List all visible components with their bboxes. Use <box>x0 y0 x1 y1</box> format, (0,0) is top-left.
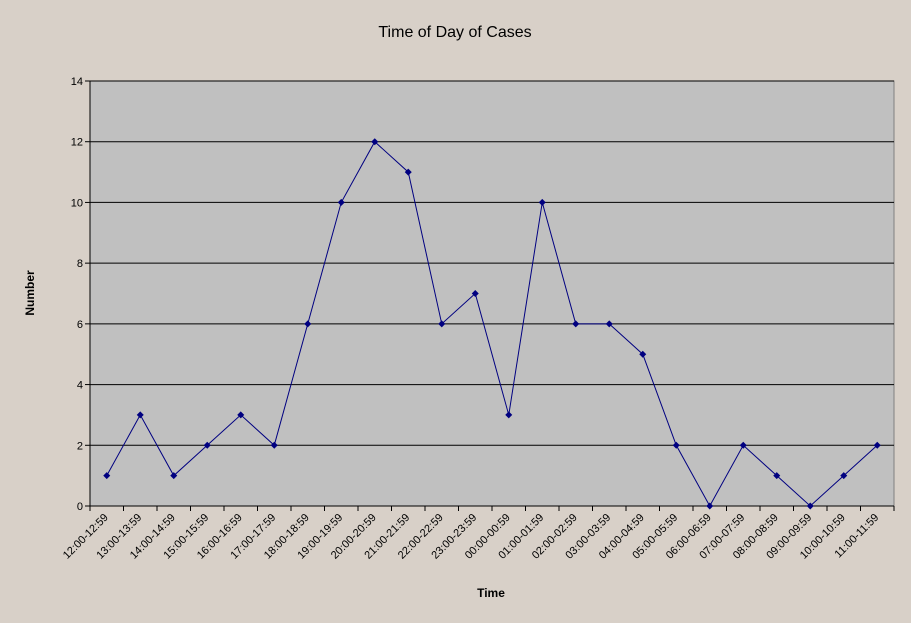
y-axis-ticks: 0 2 4 6 8 10 12 14 <box>71 76 90 513</box>
y-tick-label: 6 <box>77 319 83 331</box>
data-point <box>538 198 546 206</box>
data-point <box>304 320 312 328</box>
y-tick-label: 10 <box>71 197 83 209</box>
y-tick-label: 0 <box>77 501 83 513</box>
x-axis-ticks: 12:00-12:5913:00-13:5914:00-14:5915:00-1… <box>61 506 895 562</box>
y-axis-title: Number <box>23 270 37 316</box>
data-point <box>672 441 680 449</box>
data-point <box>773 472 781 480</box>
y-tick-label: 4 <box>77 380 83 392</box>
plot-area <box>89 80 895 507</box>
data-point <box>471 290 479 297</box>
x-axis-title: Time <box>477 586 505 600</box>
data-point <box>438 320 446 328</box>
data-point <box>505 411 513 419</box>
chart-title: Time of Day of Cases <box>378 24 531 41</box>
data-point <box>170 472 178 480</box>
data-point <box>739 441 747 449</box>
data-point <box>371 138 379 146</box>
data-point <box>103 472 111 480</box>
series-markers <box>103 138 881 510</box>
data-point <box>572 320 580 328</box>
data-point <box>840 472 848 480</box>
data-point <box>237 411 245 419</box>
y-tick-label: 14 <box>71 76 83 88</box>
data-point <box>136 411 144 419</box>
y-tick-label: 8 <box>77 258 83 270</box>
data-point <box>873 441 881 449</box>
series-line <box>106 140 878 508</box>
y-tick-label: 2 <box>77 440 83 452</box>
data-point <box>706 502 714 510</box>
data-point <box>337 198 345 206</box>
data-point <box>639 350 647 358</box>
y-tick-label: 12 <box>71 137 83 149</box>
data-point <box>203 441 211 449</box>
grid-lines <box>90 80 894 446</box>
data-point <box>270 441 278 449</box>
data-point <box>806 502 814 510</box>
data-point <box>605 320 613 328</box>
data-point <box>404 168 412 176</box>
